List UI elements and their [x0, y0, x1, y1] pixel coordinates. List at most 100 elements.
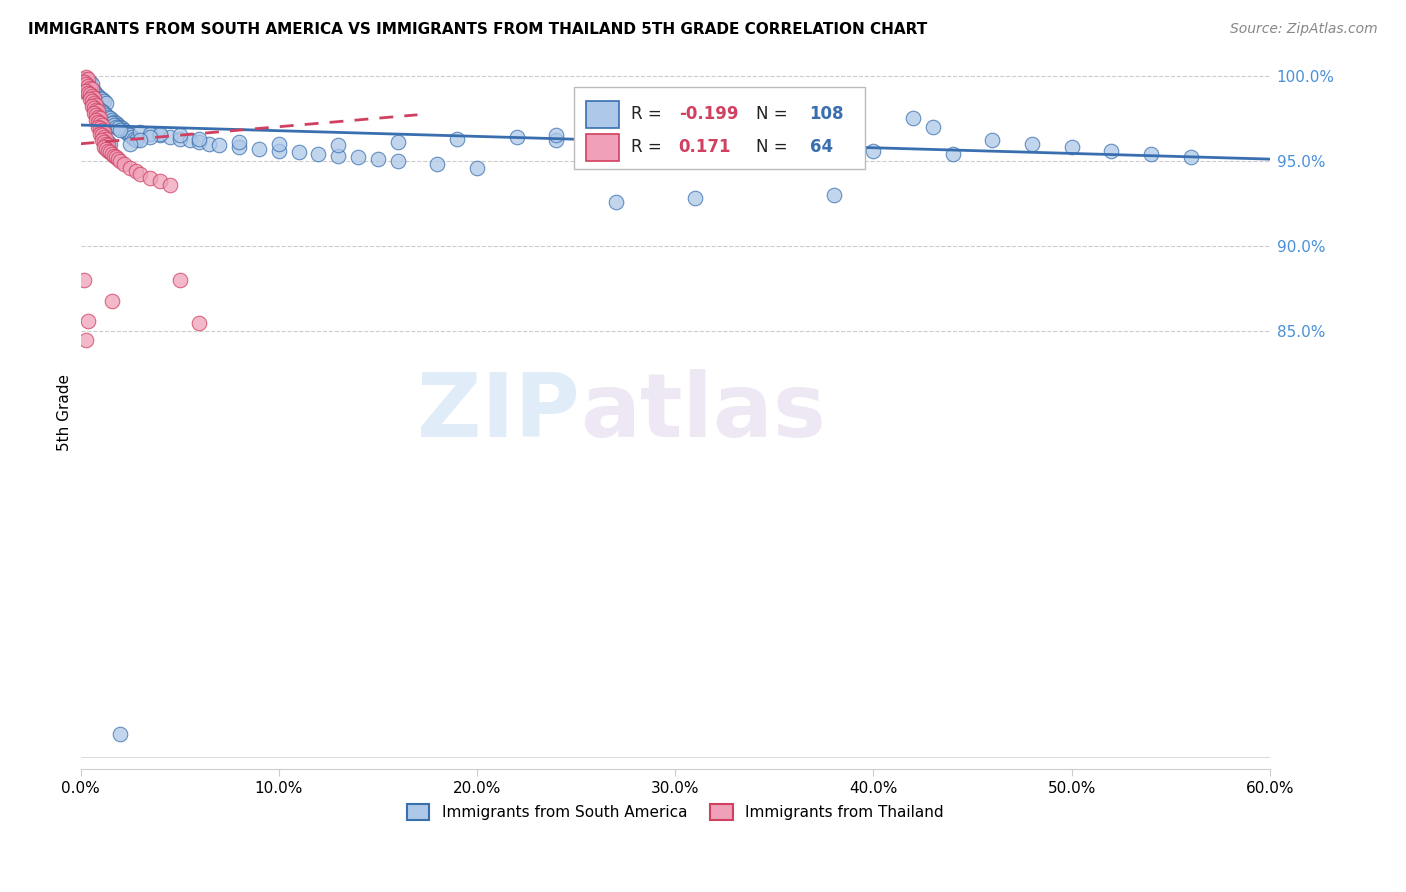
Text: atlas: atlas — [581, 368, 825, 456]
Point — [107, 152, 129, 166]
Point — [585, 136, 607, 151]
Point — [75, 84, 97, 98]
Point — [83, 106, 105, 120]
Point — [105, 120, 128, 134]
Point — [89, 103, 111, 117]
Point — [426, 157, 449, 171]
Text: 108: 108 — [810, 105, 844, 123]
Point — [139, 170, 162, 185]
Point — [87, 114, 110, 128]
Point — [89, 91, 111, 105]
Point — [98, 145, 121, 160]
Point — [79, 87, 101, 102]
Point — [862, 144, 884, 158]
Point — [87, 120, 110, 134]
Point — [97, 110, 120, 124]
Point — [823, 188, 845, 202]
Point — [93, 106, 115, 120]
Point — [77, 80, 100, 95]
Point — [103, 149, 125, 163]
Text: 0.171: 0.171 — [679, 138, 731, 156]
Point — [101, 293, 124, 308]
Text: Source: ZipAtlas.com: Source: ZipAtlas.com — [1230, 22, 1378, 37]
Point — [169, 131, 191, 145]
Point — [546, 133, 568, 147]
Point — [744, 133, 766, 147]
Point — [73, 80, 96, 95]
Point — [91, 123, 114, 137]
Point — [97, 138, 120, 153]
Point — [77, 86, 100, 100]
Point — [75, 333, 97, 347]
Point — [91, 104, 114, 119]
Point — [83, 95, 105, 110]
Point — [87, 101, 110, 115]
Point — [77, 78, 100, 93]
Point — [1140, 147, 1163, 161]
Point — [86, 103, 108, 117]
Point — [72, 78, 94, 93]
Point — [139, 127, 162, 141]
Point — [125, 133, 148, 147]
Point — [89, 127, 111, 141]
Point — [129, 125, 152, 139]
Y-axis label: 5th Grade: 5th Grade — [58, 374, 72, 450]
Point — [108, 153, 131, 168]
Point — [247, 142, 270, 156]
Point — [179, 133, 201, 147]
Point — [96, 95, 118, 110]
FancyBboxPatch shape — [574, 87, 866, 169]
Point — [112, 157, 135, 171]
Point — [125, 164, 148, 178]
Point — [105, 150, 128, 164]
Point — [73, 75, 96, 89]
Point — [328, 138, 350, 153]
Point — [120, 161, 142, 175]
Point — [823, 140, 845, 154]
Point — [1180, 150, 1202, 164]
Point — [188, 316, 211, 330]
Point — [93, 94, 115, 108]
Point — [159, 130, 181, 145]
Point — [267, 136, 290, 151]
Point — [97, 144, 120, 158]
Point — [107, 118, 129, 132]
FancyBboxPatch shape — [586, 134, 619, 161]
Point — [93, 125, 115, 139]
Point — [77, 73, 100, 87]
Point — [83, 91, 105, 105]
Point — [72, 75, 94, 89]
Point — [75, 80, 97, 95]
Point — [73, 82, 96, 96]
Point — [683, 191, 706, 205]
Point — [120, 136, 142, 151]
Point — [83, 97, 105, 112]
Point — [169, 273, 191, 287]
Point — [624, 140, 647, 154]
Point — [1060, 140, 1083, 154]
Point — [82, 94, 104, 108]
Point — [108, 120, 131, 134]
Text: 64: 64 — [810, 138, 832, 156]
Point — [208, 138, 231, 153]
Point — [129, 133, 152, 147]
Point — [83, 101, 105, 115]
Point — [112, 123, 135, 137]
Point — [89, 116, 111, 130]
Point — [73, 273, 96, 287]
Point — [188, 135, 211, 149]
Point — [75, 70, 97, 85]
Point — [942, 147, 965, 161]
Point — [73, 72, 96, 87]
Text: R =: R = — [631, 105, 668, 123]
Point — [546, 128, 568, 143]
Point — [664, 144, 686, 158]
Point — [98, 112, 121, 126]
Point — [105, 116, 128, 130]
Point — [1021, 136, 1043, 151]
Point — [91, 92, 114, 106]
Point — [981, 133, 1004, 147]
Point — [108, 726, 131, 740]
Point — [86, 97, 108, 112]
Point — [387, 135, 409, 149]
